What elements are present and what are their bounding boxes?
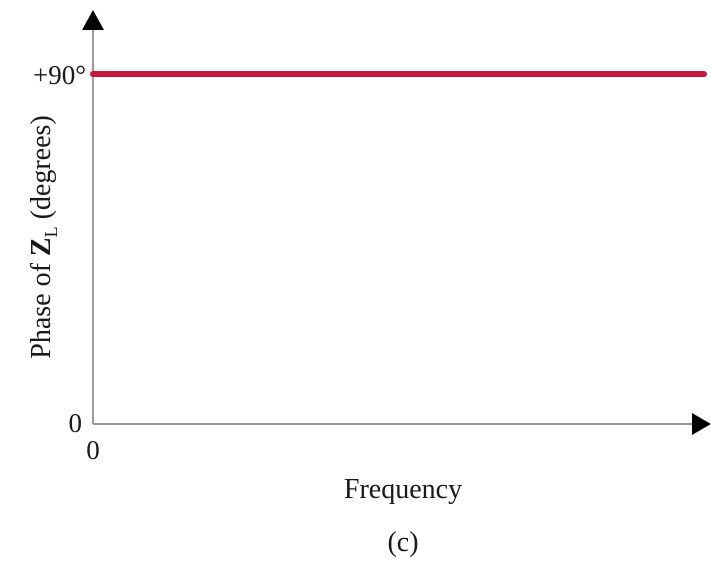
x-tick-label-0: 0 xyxy=(86,435,100,465)
y-axis-label-prefix: Phase of xyxy=(26,256,57,359)
y-axis-label: Phase of ZL (degrees) xyxy=(26,115,61,359)
y-tick-label-0: 0 xyxy=(69,408,83,438)
figure-caption: (c) xyxy=(387,527,418,558)
y-axis-label-subscript: L xyxy=(41,226,61,237)
y-axis-label-suffix: (degrees) xyxy=(26,115,57,226)
x-axis-label: Frequency xyxy=(344,474,462,505)
y-axis-label-symbol: Z xyxy=(26,237,57,256)
y-tick-label-90: +90° xyxy=(33,60,86,90)
x-axis-arrow-icon xyxy=(692,413,711,435)
y-axis-arrow-icon xyxy=(82,10,104,30)
